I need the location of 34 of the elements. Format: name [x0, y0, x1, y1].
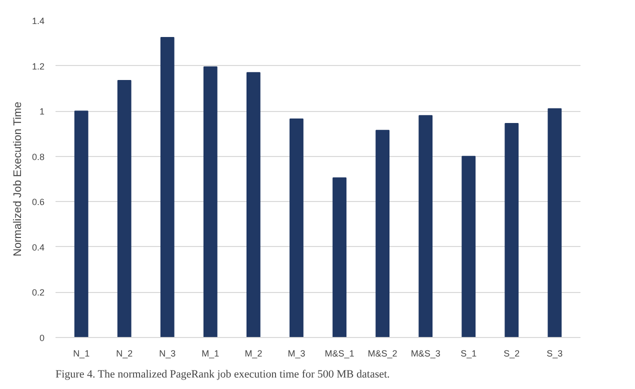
bar: [290, 118, 304, 338]
x-tick-label: S_3: [546, 348, 563, 358]
y-tick-label: 1.4: [32, 16, 45, 26]
x-tick-label: M_2: [244, 348, 262, 358]
caption: Figure 4. The normalized PageRank job execution time for 500 MB dataset.: [56, 368, 390, 380]
x-tick-label: M_3: [288, 348, 306, 358]
bar: [462, 156, 476, 338]
bar: [117, 80, 132, 338]
x-tick-label: N_3: [159, 348, 176, 358]
x-tick-label: S_1: [460, 348, 477, 358]
bar: [548, 108, 562, 338]
bar: [418, 115, 433, 338]
bar: [160, 36, 174, 338]
y-tick-label: 0.2: [32, 288, 45, 298]
x-tick-label: M&S_2: [368, 348, 398, 358]
x-tick-label: M&S_3: [410, 348, 440, 358]
y-tick-label: 1: [39, 106, 45, 117]
bar: [203, 66, 218, 338]
y-tick-label: 0.6: [32, 197, 45, 208]
x-tick-label: M_1: [202, 348, 220, 358]
bar: [376, 130, 390, 338]
bar: [74, 110, 88, 338]
y-axis-title: Normalized Job Execution Time: [12, 102, 24, 256]
x-tick-label: S_2: [504, 348, 520, 358]
bar: [504, 123, 519, 338]
bar: [246, 72, 260, 338]
x-tick-label: N_1: [73, 348, 90, 358]
y-tick-label: 1.2: [32, 61, 45, 72]
y-tick-label: 0.4: [32, 242, 45, 252]
x-tick-label: M&S_1: [324, 348, 354, 358]
y-tick-label: 0.8: [32, 152, 45, 162]
y-tick-label: 0: [39, 333, 45, 343]
x-tick-label: N_2: [116, 348, 133, 358]
bar: [332, 177, 346, 338]
